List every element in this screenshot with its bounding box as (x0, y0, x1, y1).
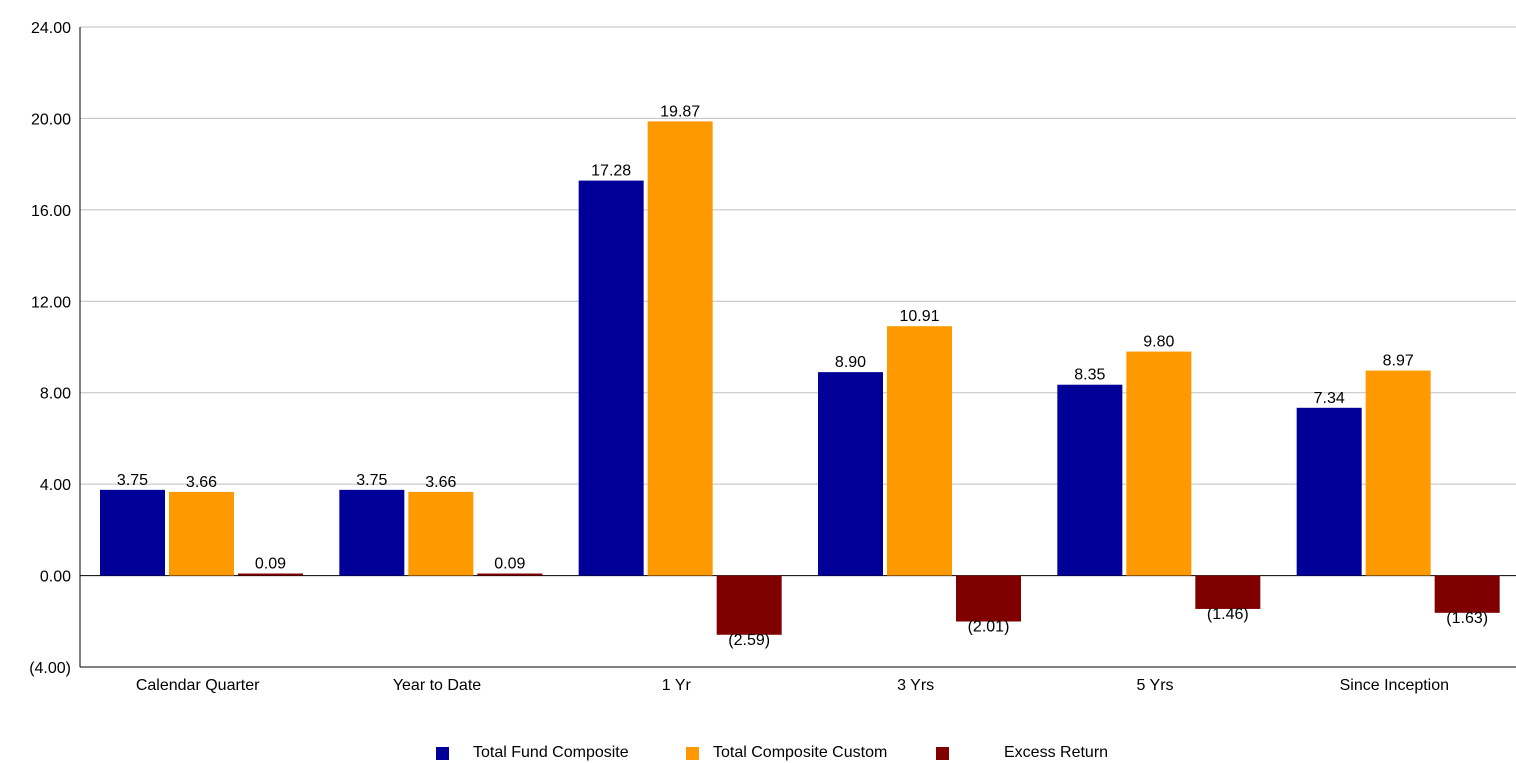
bar (1296, 407, 1362, 576)
data-label: 3.75 (117, 472, 148, 489)
data-label: 0.09 (494, 556, 525, 573)
bar (1365, 370, 1431, 576)
data-label: 7.34 (1314, 390, 1345, 407)
y-tick-label: 4.00 (40, 477, 71, 494)
legend-item-total-composite-custom: Total Composite Custom (686, 744, 887, 762)
y-tick-label: 12.00 (31, 294, 71, 311)
y-tick-label: 0.00 (40, 569, 71, 586)
bar (1126, 351, 1192, 576)
legend: Total Fund Composite Total Composite Cus… (0, 744, 1516, 763)
legend-swatch (686, 746, 699, 760)
gridlines (80, 26, 1516, 485)
y-tick-label: 16.00 (31, 203, 71, 220)
data-label: 0.09 (255, 556, 286, 573)
y-tick-label: 20.00 (31, 111, 71, 128)
data-label: 3.66 (425, 474, 456, 491)
data-label: 8.35 (1074, 367, 1105, 384)
data-label: 3.75 (356, 472, 387, 489)
bar (956, 575, 1021, 622)
data-label: (2.59) (728, 632, 770, 649)
data-label: 8.97 (1383, 353, 1414, 370)
bar (1057, 384, 1123, 576)
bar (578, 180, 644, 576)
data-label: (1.46) (1207, 606, 1249, 623)
bars (100, 121, 1500, 635)
bar (408, 491, 474, 576)
bar (818, 372, 883, 576)
y-tick-label: (4.00) (29, 660, 71, 677)
data-label: 8.90 (835, 354, 866, 371)
data-label: 3.66 (186, 474, 217, 491)
legend-swatch (436, 746, 449, 760)
y-tick-label: 24.00 (31, 20, 71, 37)
bar (1195, 575, 1261, 609)
bar (339, 489, 405, 576)
legend-item-total-fund-composite: Total Fund Composite (436, 744, 629, 762)
bar (238, 573, 303, 576)
x-tick-label: 5 Yrs (1136, 677, 1173, 694)
legend-label: Excess Return (1004, 744, 1109, 761)
bar (647, 121, 713, 576)
y-tick-label: 8.00 (40, 386, 71, 403)
bar (477, 573, 543, 576)
bar (100, 489, 165, 576)
axes: (4.00) 0.00 4.00 8.00 12.00 16.00 20.00 24.00 Ca… (29, 20, 1516, 694)
bar (716, 575, 782, 635)
data-label: 10.91 (899, 308, 939, 325)
x-tick-label: 1 Yr (662, 677, 692, 694)
legend-label: Total Composite Custom (713, 744, 888, 761)
data-label: 9.80 (1143, 334, 1174, 351)
x-tick-label: Since Inception (1340, 677, 1449, 694)
bar (1434, 575, 1500, 613)
legend-swatch (936, 746, 949, 760)
x-tick-label: 3 Yrs (897, 677, 934, 694)
data-labels: 3.75 3.66 0.09 3.75 3.66 0.09 17.28 19.87 (2.59)… (117, 103, 1488, 648)
data-label: 19.87 (660, 103, 700, 120)
bar (169, 491, 234, 576)
data-label: 17.28 (591, 163, 631, 180)
x-tick-label: Calendar Quarter (136, 677, 260, 694)
legend-item-excess-return: Excess Return (936, 744, 1108, 762)
data-label: (2.01) (968, 619, 1010, 636)
legend-label: Total Fund Composite (473, 744, 629, 761)
data-label: (1.63) (1446, 610, 1488, 627)
bar (887, 326, 952, 576)
x-tick-label: Year to Date (393, 677, 481, 694)
